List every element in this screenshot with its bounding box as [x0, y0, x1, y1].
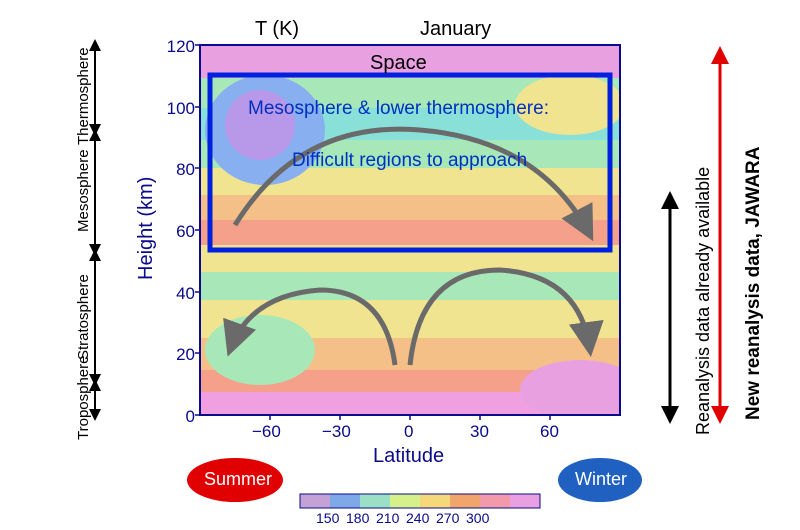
- xtick: 60: [540, 422, 559, 442]
- layer-troposphere: Troposphere: [75, 356, 92, 441]
- ytick: 120: [158, 37, 195, 57]
- x-axis-label: Latitude: [373, 445, 444, 468]
- colorbar: [300, 494, 540, 508]
- space-label: Space: [370, 52, 427, 75]
- cbar-tick: 240: [406, 510, 429, 526]
- layer-thermosphere: Thermosphere: [75, 47, 92, 145]
- layer-stratosphere: Stratosphere: [75, 274, 92, 360]
- cbar-tick: 150: [316, 510, 339, 526]
- label-available: Reanalysis data already available: [693, 167, 714, 435]
- ytick: 0: [165, 407, 195, 427]
- box-line2: Difficult regions to approach: [292, 150, 527, 172]
- ytick: 60: [165, 222, 195, 242]
- xtick: 0: [404, 422, 413, 442]
- ytick: 20: [165, 345, 195, 365]
- xtick: 30: [470, 422, 489, 442]
- summer-badge: Summer: [204, 469, 272, 490]
- title-left: T (K): [255, 18, 299, 41]
- cbar-tick: 210: [376, 510, 399, 526]
- figure: T (K) January Space 0 20 40 60 80 100 12…: [0, 0, 800, 530]
- ytick: 100: [158, 99, 195, 119]
- title-right: January: [420, 18, 491, 41]
- cbar-tick: 180: [346, 510, 369, 526]
- layer-mesosphere: Mesosphere: [75, 149, 92, 232]
- xtick: −30: [322, 422, 351, 442]
- y-axis-label: Height (km): [135, 177, 158, 280]
- label-new: New reanalysis data, JAWARA: [743, 147, 765, 421]
- xtick: −60: [252, 422, 281, 442]
- winter-badge: Winter: [575, 469, 627, 490]
- ytick: 80: [165, 160, 195, 180]
- ytick: 40: [165, 284, 195, 304]
- cbar-tick: 300: [466, 510, 489, 526]
- box-line1: Mesosphere & lower thermosphere:: [248, 98, 549, 120]
- cbar-tick: 270: [436, 510, 459, 526]
